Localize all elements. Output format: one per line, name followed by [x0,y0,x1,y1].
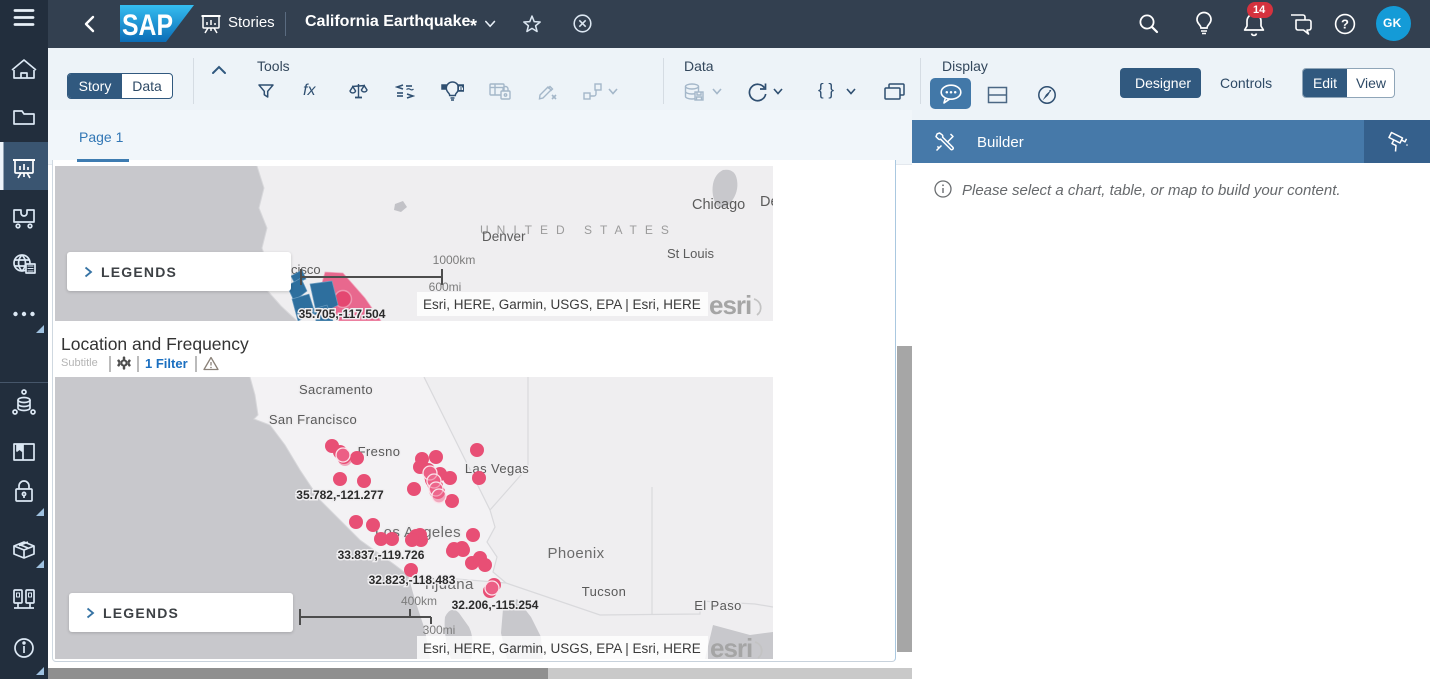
svg-text:Fresno: Fresno [358,444,401,459]
svg-text:SAP: SAP [122,9,173,42]
svg-text:35.705,-117.504: 35.705,-117.504 [299,307,386,321]
svg-text:De: De [760,194,773,210]
svg-text:Denver: Denver [482,229,526,244]
svg-text:St Louis: St Louis [667,246,714,261]
svg-text:esri: esri [709,290,751,320]
svg-text:esri: esri [710,633,752,659]
svg-text:32.823,-118.483: 32.823,-118.483 [369,573,456,587]
svg-text:San Francisco: San Francisco [269,412,357,427]
svg-text:400km: 400km [401,594,437,608]
svg-text:Esri, HERE, Garmin, USGS, EPA: Esri, HERE, Garmin, USGS, EPA | Esri, HE… [423,641,701,656]
svg-text:35.782,-121.277: 35.782,-121.277 [296,488,384,502]
svg-text:32.206,-115.254: 32.206,-115.254 [452,598,539,612]
svg-text:?: ? [1341,17,1349,32]
svg-text:600mi: 600mi [429,280,462,294]
svg-text:33.837,-119.726: 33.837,-119.726 [338,548,425,562]
svg-text:Sacramento: Sacramento [299,382,373,397]
svg-text:300mi: 300mi [423,623,456,637]
svg-text:1000km: 1000km [433,253,476,267]
svg-text:Tijuana: Tijuana [422,576,474,593]
svg-text:UNITED STATES: UNITED STATES [480,223,677,237]
svg-text:Esri, HERE, Garmin, USGS, EPA: Esri, HERE, Garmin, USGS, EPA | Esri, HE… [423,297,701,312]
svg-text:Phoenix: Phoenix [547,545,604,562]
svg-text:Tucson: Tucson [582,584,627,599]
svg-text:Chicago: Chicago [692,197,745,213]
svg-text:El Paso: El Paso [694,598,742,613]
